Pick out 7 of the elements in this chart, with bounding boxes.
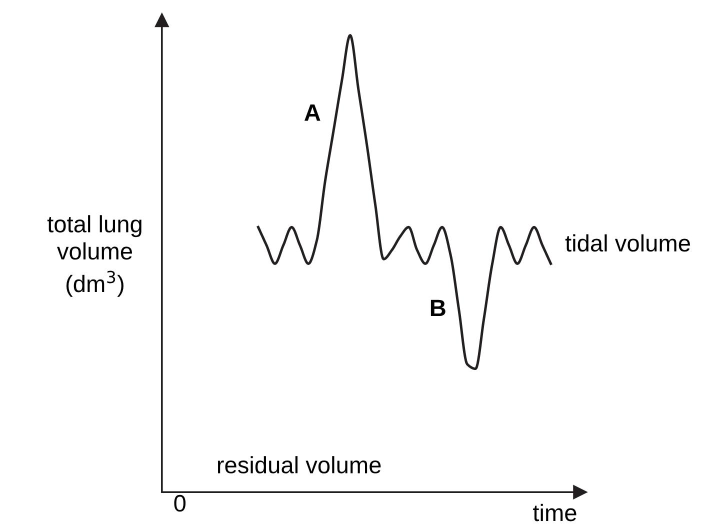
annotation: A: [304, 104, 320, 121]
text: tidal volume: [565, 234, 690, 252]
annotation: residual volume: [218, 456, 381, 474]
text: 0: [174, 494, 186, 512]
y-axis-title: total lung volume (dm$^{3}$): [47, 215, 142, 297]
annotation: B: [430, 300, 446, 316]
x-axis-title: time: [533, 504, 576, 522]
